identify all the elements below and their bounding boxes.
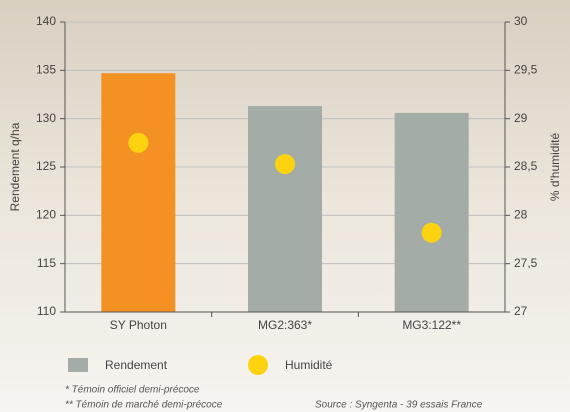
- bar: [101, 73, 175, 312]
- legend-swatch: [248, 355, 268, 375]
- legend-label: Rendement: [105, 358, 168, 372]
- footnote: ** Témoin de marché demi-précoce: [65, 400, 223, 411]
- legend-swatch: [68, 358, 88, 372]
- x-tick-label: MG3:122**: [402, 318, 461, 332]
- y2-tick-label: 29: [514, 111, 528, 125]
- x-tick-label: SY Photon: [110, 318, 167, 332]
- y2-tick-label: 29,5: [514, 63, 538, 77]
- y-tick-label: 110: [37, 304, 56, 318]
- chart: Rendement q/ha % d'humidité * Témoin off…: [0, 0, 570, 412]
- footnote: * Témoin officiel demi-précoce: [65, 385, 200, 396]
- dot: [422, 223, 442, 243]
- y-tick-label: 125: [36, 159, 56, 173]
- y2-tick-label: 28: [514, 208, 528, 222]
- dot: [275, 154, 295, 174]
- bar: [395, 113, 469, 312]
- y2-tick-label: 30: [514, 14, 528, 28]
- y-tick-label: 120: [36, 208, 56, 222]
- y-tick-label: 140: [36, 14, 56, 28]
- source: Source : Syngenta - 39 essais France: [315, 400, 483, 411]
- y2-tick-label: 28,5: [514, 159, 538, 173]
- y2-tick-label: 27: [514, 304, 528, 318]
- dot: [128, 133, 148, 153]
- y-tick-label: 115: [37, 256, 56, 270]
- legend-label: Humidité: [285, 358, 333, 372]
- y-tick-label: 130: [36, 111, 56, 125]
- y2-axis-label: % d'humidité: [548, 133, 562, 202]
- x-tick-label: MG2:363*: [258, 318, 312, 332]
- bar: [248, 106, 322, 312]
- y2-tick-label: 27,5: [514, 256, 538, 270]
- y-tick-label: 135: [36, 63, 56, 77]
- y-axis-label: Rendement q/ha: [8, 122, 22, 211]
